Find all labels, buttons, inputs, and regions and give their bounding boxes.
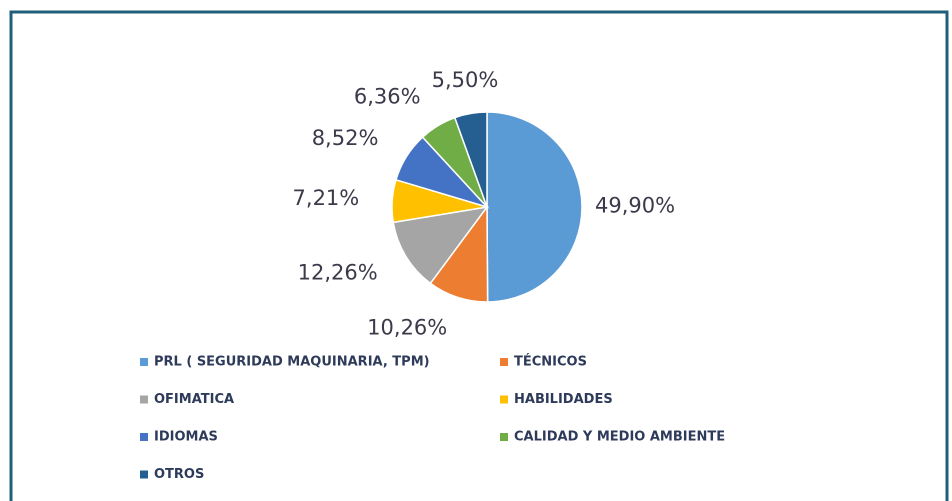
legend-swatch — [500, 358, 508, 366]
legend-swatch — [500, 433, 508, 441]
legend-swatch — [140, 395, 148, 404]
legend-swatch — [140, 433, 148, 441]
legend-swatch — [500, 395, 508, 404]
data-label: 7,21% — [293, 186, 360, 210]
data-label: 5,50% — [432, 68, 499, 92]
legend-label: TÉCNICOS — [514, 354, 587, 370]
data-label: 49,90% — [595, 194, 675, 218]
pie-slice — [486, 111, 583, 303]
pie-slice — [453, 111, 488, 208]
legend-label: CALIDAD Y MEDIO AMBIENTE — [514, 430, 725, 445]
legend-label: PRL ( SEGURIDAD MAQUINARIA, TPM) — [154, 355, 430, 370]
legend-label: HABILIDADES — [514, 392, 613, 407]
data-label: 8,52% — [312, 126, 379, 150]
pie-slice — [392, 205, 489, 285]
legend-swatch — [140, 358, 148, 366]
legend-label: OFIMATICA — [154, 392, 234, 407]
legend-swatch — [140, 470, 148, 479]
data-label: 10,26% — [367, 316, 447, 340]
legend-label: OTROS — [154, 467, 204, 482]
data-label: 6,36% — [354, 85, 421, 109]
data-label: 12,26% — [298, 261, 378, 285]
legend-label: IDIOMAS — [154, 430, 218, 445]
